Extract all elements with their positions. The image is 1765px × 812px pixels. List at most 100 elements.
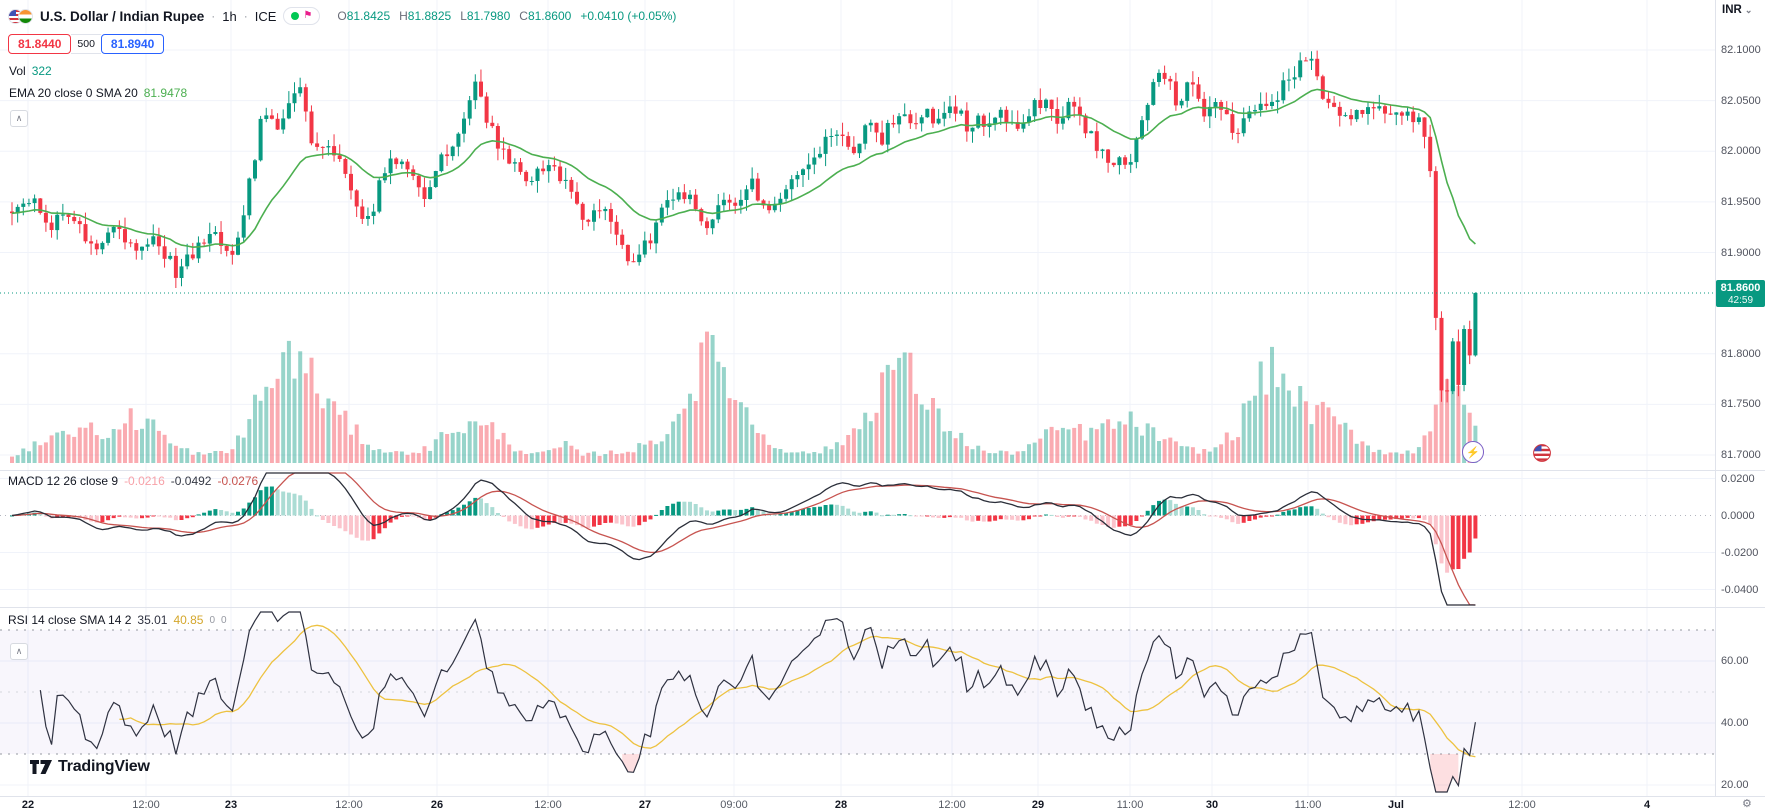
high-label: H (399, 9, 408, 23)
symbol-flags-icon (8, 8, 33, 24)
price-axis-label: 81.8000 (1721, 347, 1761, 360)
price-axis-label: 82.1000 (1721, 44, 1761, 56)
price-axis-label: 0.0200 (1721, 472, 1755, 485)
spread-value: 500 (71, 33, 101, 54)
rsi-extra-value: 0 (209, 614, 216, 626)
time-axis-label: 12:00 (534, 799, 562, 811)
macd-histogram-layer (10, 486, 1478, 573)
change-value: +0.0410 (+0.05%) (580, 9, 677, 23)
close-value: 81.8600 (527, 9, 572, 23)
open-value: 81.8425 (346, 9, 391, 23)
time-axis-label: 28 (834, 799, 848, 811)
chevron-down-icon: ⌄ (1744, 4, 1753, 15)
volume-legend-title: Vol (9, 64, 26, 78)
tradingview-logo[interactable]: TradingView (30, 758, 150, 776)
gear-icon[interactable]: ⚙ (1742, 798, 1752, 810)
time-axis-label: 4 (1643, 799, 1651, 811)
us-flag-event-icon (1533, 444, 1551, 462)
close-label: C (519, 9, 528, 23)
price-axis-label: 82.0000 (1721, 145, 1761, 158)
time-axis-label: 11:00 (1116, 799, 1144, 811)
price-axis-label: 81.7000 (1721, 449, 1761, 461)
chevron-up-icon: ∧ (15, 113, 23, 123)
axis-currency-selector[interactable]: INR ⌄ (1722, 4, 1752, 16)
flagged-symbol-icon: ⚑ (303, 10, 313, 21)
grid-layer (0, 0, 1715, 796)
ema-line (11, 88, 1476, 249)
sell-button[interactable]: 81.8440 (8, 33, 72, 54)
rsi-extra-value: 0 (221, 614, 227, 626)
time-axis-label: 26 (430, 799, 444, 811)
macd-legend[interactable]: MACD 12 26 close 9 -0.0216 -0.0492 -0.02… (8, 474, 258, 488)
last-price-badge: 81.8600 42:59 (1716, 280, 1765, 307)
collapse-pane-button[interactable]: ∧ (10, 643, 28, 660)
candles-layer (10, 50, 1478, 403)
chevron-up-icon: ∧ (15, 646, 23, 656)
buy-button[interactable]: 81.8940 (100, 33, 165, 54)
macd-lines-layer (11, 472, 1476, 606)
time-axis-label: 30 (1205, 799, 1219, 811)
volume-legend-value: 322 (31, 64, 52, 78)
separator-dot: · (211, 9, 216, 23)
pane-separator[interactable] (0, 470, 1765, 471)
ohlc-readout: O81.8425 H81.8825 L81.7980 C81.8600 +0.0… (337, 9, 676, 23)
tradingview-glyph-icon (30, 760, 52, 774)
price-axis-label: 82.0500 (1721, 94, 1761, 107)
lightning-icon: ⚡ (1466, 446, 1480, 459)
time-axis-label: 12:00 (1508, 799, 1536, 811)
macd-hist-value: -0.0216 (124, 474, 165, 488)
rsi-sma-value: 40.85 (173, 613, 204, 627)
market-open-dot-icon (291, 12, 300, 20)
open-label: O (337, 9, 347, 23)
economic-event-icon[interactable] (1533, 444, 1551, 462)
price-axis-label: 81.9500 (1721, 195, 1761, 208)
volume-layer (10, 331, 1478, 463)
symbol-header: U.S. Dollar / Indian Rupee · 1h · ICE ⚑ … (8, 5, 676, 27)
separator-dot: · (243, 9, 248, 23)
interval-label[interactable]: 1h (222, 8, 237, 24)
time-axis-label: 27 (638, 799, 652, 811)
last-price-value: 81.8600 (1720, 281, 1761, 294)
bar-countdown: 42:59 (1727, 294, 1754, 306)
quick-trade-button[interactable]: ⚡ (1462, 441, 1484, 463)
price-axis-label: 20.00 (1721, 779, 1749, 791)
rsi-value: 35.01 (137, 613, 168, 627)
exchange-label[interactable]: ICE (254, 8, 277, 24)
symbol-status-pill[interactable]: ⚑ (283, 7, 321, 25)
ma-legend-title: EMA 20 close 0 SMA 20 (9, 86, 138, 100)
price-axis[interactable]: INR ⌄ 82.1000 82.0500 82.0000 81.9500 81.900… (1715, 0, 1765, 796)
time-axis-label: 23 (224, 799, 238, 811)
price-axis-label: 0.0000 (1721, 509, 1755, 522)
time-axis[interactable]: ⚙ 22 12:00 23 12:00 26 12:00 27 09:00 28 12:00 29 1… (0, 796, 1765, 812)
rsi-legend-title: RSI 14 close SMA 14 2 (8, 613, 132, 627)
trade-widget: 81.8440 500 81.8940 (8, 33, 165, 54)
price-axis-label: 60.00 (1721, 655, 1749, 667)
time-axis-label: 29 (1031, 799, 1045, 811)
axis-currency-label: INR (1722, 4, 1742, 16)
price-axis-label: 81.7500 (1721, 398, 1761, 411)
india-flag-icon (18, 8, 33, 24)
rsi-legend[interactable]: RSI 14 close SMA 14 2 35.01 40.85 0 0 (8, 613, 227, 627)
price-axis-label: -0.0400 (1721, 583, 1759, 596)
price-axis-label: -0.0200 (1721, 546, 1759, 559)
rsi-layer (39, 611, 1476, 793)
high-value: 81.8825 (407, 9, 452, 23)
macd-line-value: -0.0492 (170, 474, 212, 488)
price-axis-label: 81.9000 (1721, 246, 1761, 259)
time-axis-label: Jul (1388, 799, 1404, 811)
ma-legend-value: 81.9478 (143, 86, 188, 100)
pane-separator[interactable] (0, 607, 1765, 608)
time-axis-label: 12:00 (938, 799, 966, 811)
time-axis-label: 09:00 (720, 799, 748, 811)
tradingview-wordmark: TradingView (58, 758, 150, 775)
collapse-pane-button[interactable]: ∧ (10, 110, 28, 127)
price-axis-label: 40.00 (1721, 717, 1749, 729)
low-label: L (460, 9, 467, 23)
volume-legend[interactable]: Vol 322 (9, 64, 52, 78)
ma-legend[interactable]: EMA 20 close 0 SMA 20 81.9478 (9, 86, 187, 100)
symbol-title[interactable]: U.S. Dollar / Indian Rupee (40, 8, 205, 24)
time-axis-label: 22 (21, 799, 35, 811)
low-value: 81.7980 (466, 9, 511, 23)
